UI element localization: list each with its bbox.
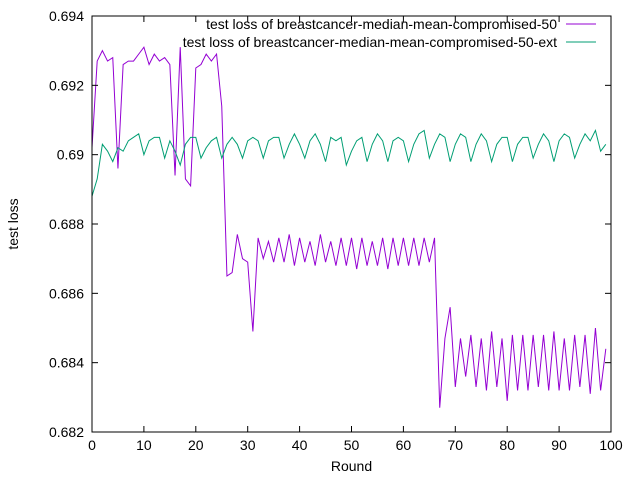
x-tick-label: 0: [88, 437, 96, 453]
x-tick-label: 20: [188, 437, 204, 453]
ticks-layer: 0 10 20 30 40 50 60 70 80 90 100 0.682 0.684 0.686 0.6…: [49, 8, 623, 453]
y-tick-label: 0.688: [49, 216, 84, 232]
x-tick-label: 70: [448, 437, 464, 453]
series-line-2: [91, 128, 607, 197]
x-tick-label: 40: [292, 437, 308, 453]
x-tick-label: 50: [344, 437, 360, 453]
legend-label-series-2: test loss of breastcancer-median-mean-co…: [183, 34, 557, 50]
x-tick-label: 90: [551, 437, 567, 453]
x-axis-label: Round: [331, 458, 372, 474]
series-line-1: [91, 46, 607, 408]
legend-label-series-1: test loss of breastcancer-median-mean-co…: [206, 16, 557, 32]
x-tick-label: 100: [599, 437, 623, 453]
legend: test loss of breastcancer-median-mean-co…: [183, 16, 596, 50]
x-tick-label: 60: [396, 437, 412, 453]
y-tick-label: 0.69: [57, 147, 84, 163]
x-tick-label: 10: [136, 437, 152, 453]
plot-frame: [91, 15, 612, 433]
y-axis-label: test loss: [5, 198, 21, 249]
x-tick-label: 80: [499, 437, 515, 453]
x-tick-label: 30: [240, 437, 256, 453]
y-tick-label: 0.692: [49, 77, 84, 93]
series-layer: [91, 46, 607, 408]
y-tick-label: 0.684: [49, 355, 84, 371]
y-tick-label: 0.682: [49, 424, 84, 440]
y-tick-label: 0.686: [49, 285, 84, 301]
y-tick-label: 0.694: [49, 8, 84, 24]
